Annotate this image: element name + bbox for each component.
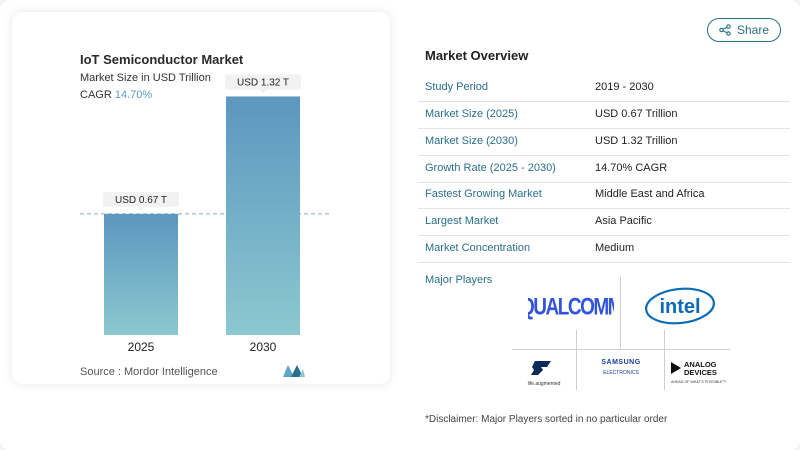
svg-text:SAMSUNG: SAMSUNG bbox=[601, 359, 640, 366]
overview-value: Medium bbox=[595, 242, 635, 254]
players-divider bbox=[620, 277, 621, 349]
overview-value: USD 0.67 Trillion bbox=[595, 108, 678, 120]
disclaimer-text: *Disclaimer: Major Players sorted in no … bbox=[425, 414, 668, 425]
analog-devices-logo: ANALOG DEVICES AHEAD OF WHAT'S POSSIBLE™ bbox=[668, 356, 730, 388]
overview-label: Fastest Growing Market bbox=[425, 188, 542, 200]
svg-text:USD 0.67 T: USD 0.67 T bbox=[115, 195, 167, 206]
bar-2025 bbox=[104, 213, 178, 335]
qualcomm-logo: QUALCOMM bbox=[523, 286, 618, 326]
share-label: Share bbox=[736, 23, 770, 37]
overview-value: Middle East and Africa bbox=[595, 188, 705, 200]
players-divider bbox=[512, 349, 730, 350]
overview-value: 2019 - 2030 bbox=[595, 81, 654, 93]
chart-source: Source : Mordor Intelligence bbox=[80, 366, 218, 378]
major-players-label: Major Players bbox=[425, 274, 493, 286]
svg-text:DEVICES: DEVICES bbox=[684, 368, 717, 377]
mordor-logo-icon bbox=[282, 364, 306, 383]
chart-cagr: CAGR 14.70% bbox=[80, 89, 152, 101]
svg-text:life.augmented: life.augmented bbox=[528, 381, 561, 387]
svg-text:intel: intel bbox=[659, 296, 700, 318]
overview-value: Asia Pacific bbox=[595, 215, 652, 227]
data-label: USD 1.32 T bbox=[225, 74, 301, 94]
overview-label: Market Concentration bbox=[425, 242, 531, 254]
chart-subtitle: Market Size in USD Trillion bbox=[80, 72, 211, 84]
overview-value: 14.70% CAGR bbox=[595, 162, 668, 174]
overview-label: Growth Rate (2025 - 2030) bbox=[425, 162, 556, 174]
overview-row: Market Size (2030) USD 1.32 Trillion bbox=[418, 129, 790, 156]
svg-text:AHEAD OF WHAT'S POSSIBLE™: AHEAD OF WHAT'S POSSIBLE™ bbox=[671, 380, 726, 384]
overview-row: Largest Market Asia Pacific bbox=[418, 209, 790, 236]
share-button[interactable]: Share bbox=[707, 18, 781, 42]
players-divider bbox=[664, 330, 665, 390]
overview-label: Largest Market bbox=[425, 215, 499, 227]
players-divider bbox=[576, 330, 577, 390]
overview-row: Fastest Growing Market Middle East and A… bbox=[418, 182, 790, 209]
chart-panel: IoT Semiconductor Market Market Size in … bbox=[12, 12, 390, 384]
category-label: 2025 bbox=[128, 340, 155, 354]
cagr-value: 14.70% bbox=[114, 89, 153, 101]
overview-row: Growth Rate (2025 - 2030) 14.70% CAGR bbox=[418, 156, 790, 183]
overview-label: Market Size (2030) bbox=[425, 135, 518, 147]
chart-title: IoT Semiconductor Market bbox=[80, 52, 244, 67]
svg-text:USD 1.32 T: USD 1.32 T bbox=[237, 77, 289, 88]
st-logo: life.augmented bbox=[518, 356, 570, 390]
intel-logo: intel bbox=[640, 284, 720, 328]
overview-value: USD 1.32 Trillion bbox=[595, 135, 678, 147]
bar-chart: USD 0.67 T 2025 USD 1.32 T 2030 bbox=[80, 74, 330, 354]
svg-text:QUALCOMM: QUALCOMM bbox=[528, 294, 614, 320]
svg-text:ANALOG: ANALOG bbox=[684, 360, 717, 369]
share-icon bbox=[719, 24, 731, 36]
overview-label: Study Period bbox=[425, 81, 488, 93]
data-label: USD 0.67 T bbox=[103, 191, 179, 211]
overview-title: Market Overview bbox=[425, 48, 529, 63]
cagr-label: CAGR bbox=[80, 89, 112, 101]
overview-row: Study Period 2019 - 2030 bbox=[418, 75, 790, 102]
overview-label: Market Size (2025) bbox=[425, 108, 518, 120]
overview-row: Market Concentration Medium bbox=[418, 236, 790, 263]
bar-2030 bbox=[226, 96, 300, 335]
samsung-logo: SAMSUNG ELECTRONICS bbox=[582, 352, 660, 380]
svg-text:ELECTRONICS: ELECTRONICS bbox=[603, 370, 639, 376]
category-label: 2030 bbox=[250, 340, 277, 354]
overview-row: Market Size (2025) USD 0.67 Trillion bbox=[418, 102, 790, 129]
